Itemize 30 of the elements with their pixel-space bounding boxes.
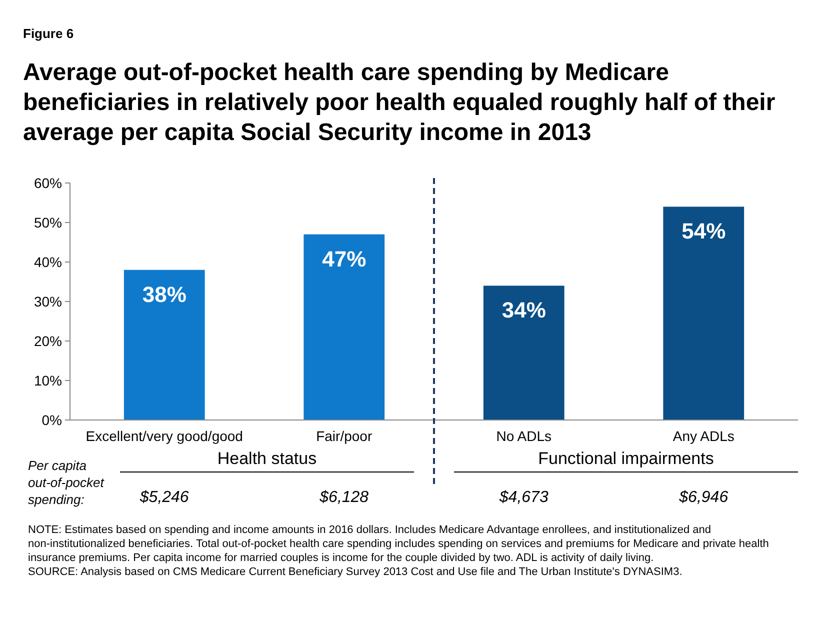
data-label: 38%	[142, 282, 186, 307]
text: $6,128	[318, 489, 369, 506]
x-tick-label: Any ADLs	[672, 428, 734, 444]
text: NOTE: Estimates based on spending and income amounts in 2016 dollars. Includes Medicare Advantage enrollees, and institutionalized and non-institutionalized beneficiaries. Total out-of-pocket health care spending includes spending on services and premiums for Medicare and private health insurance premiums. Per capita income for married couples is income for the couple divided by two. ADL is activity of daily living.	[28, 524, 769, 564]
text: Health status	[217, 449, 317, 468]
chart-title: Average out-of-pocket health care spending by Medicare beneficiaries in relatively poor health equaled roughly half of their average per capita Social Security income in 2013	[23, 59, 776, 146]
data-label: 34%	[502, 298, 546, 323]
y-tick-label: 60%	[34, 174, 62, 191]
y-tick-label: 10%	[34, 372, 62, 388]
bar	[304, 234, 385, 420]
x-tick-label: Excellent/very good/good	[86, 428, 243, 444]
x-tick-label: Fair/poor	[316, 428, 372, 444]
y-tick-label: 0%	[42, 412, 62, 428]
data-label: 47%	[322, 246, 366, 272]
text: $5,246	[138, 489, 189, 506]
x-tick-label: No ADLs	[496, 428, 552, 444]
text: Functional impairments	[538, 449, 714, 468]
y-tick-label: 50%	[34, 214, 62, 230]
data-label: 54%	[682, 218, 726, 244]
y-tick-label: 20%	[34, 332, 62, 349]
text: $4,673	[498, 489, 548, 506]
y-tick-label: 30%	[34, 293, 62, 310]
source-note: SOURCE: Analysis based on CMS Medicare Current Beneficiary Survey 2013 Cost and Use file and The Urban Institute's DYNASIM3.	[28, 566, 682, 578]
bar	[663, 206, 744, 420]
text: $6,946	[678, 489, 728, 506]
bar	[124, 270, 205, 420]
caption: Figure 6	[23, 26, 74, 41]
bar	[483, 286, 564, 420]
y-tick-label: 40%	[34, 254, 62, 270]
text: Per capita out-of-pocket spending:	[28, 458, 106, 507]
